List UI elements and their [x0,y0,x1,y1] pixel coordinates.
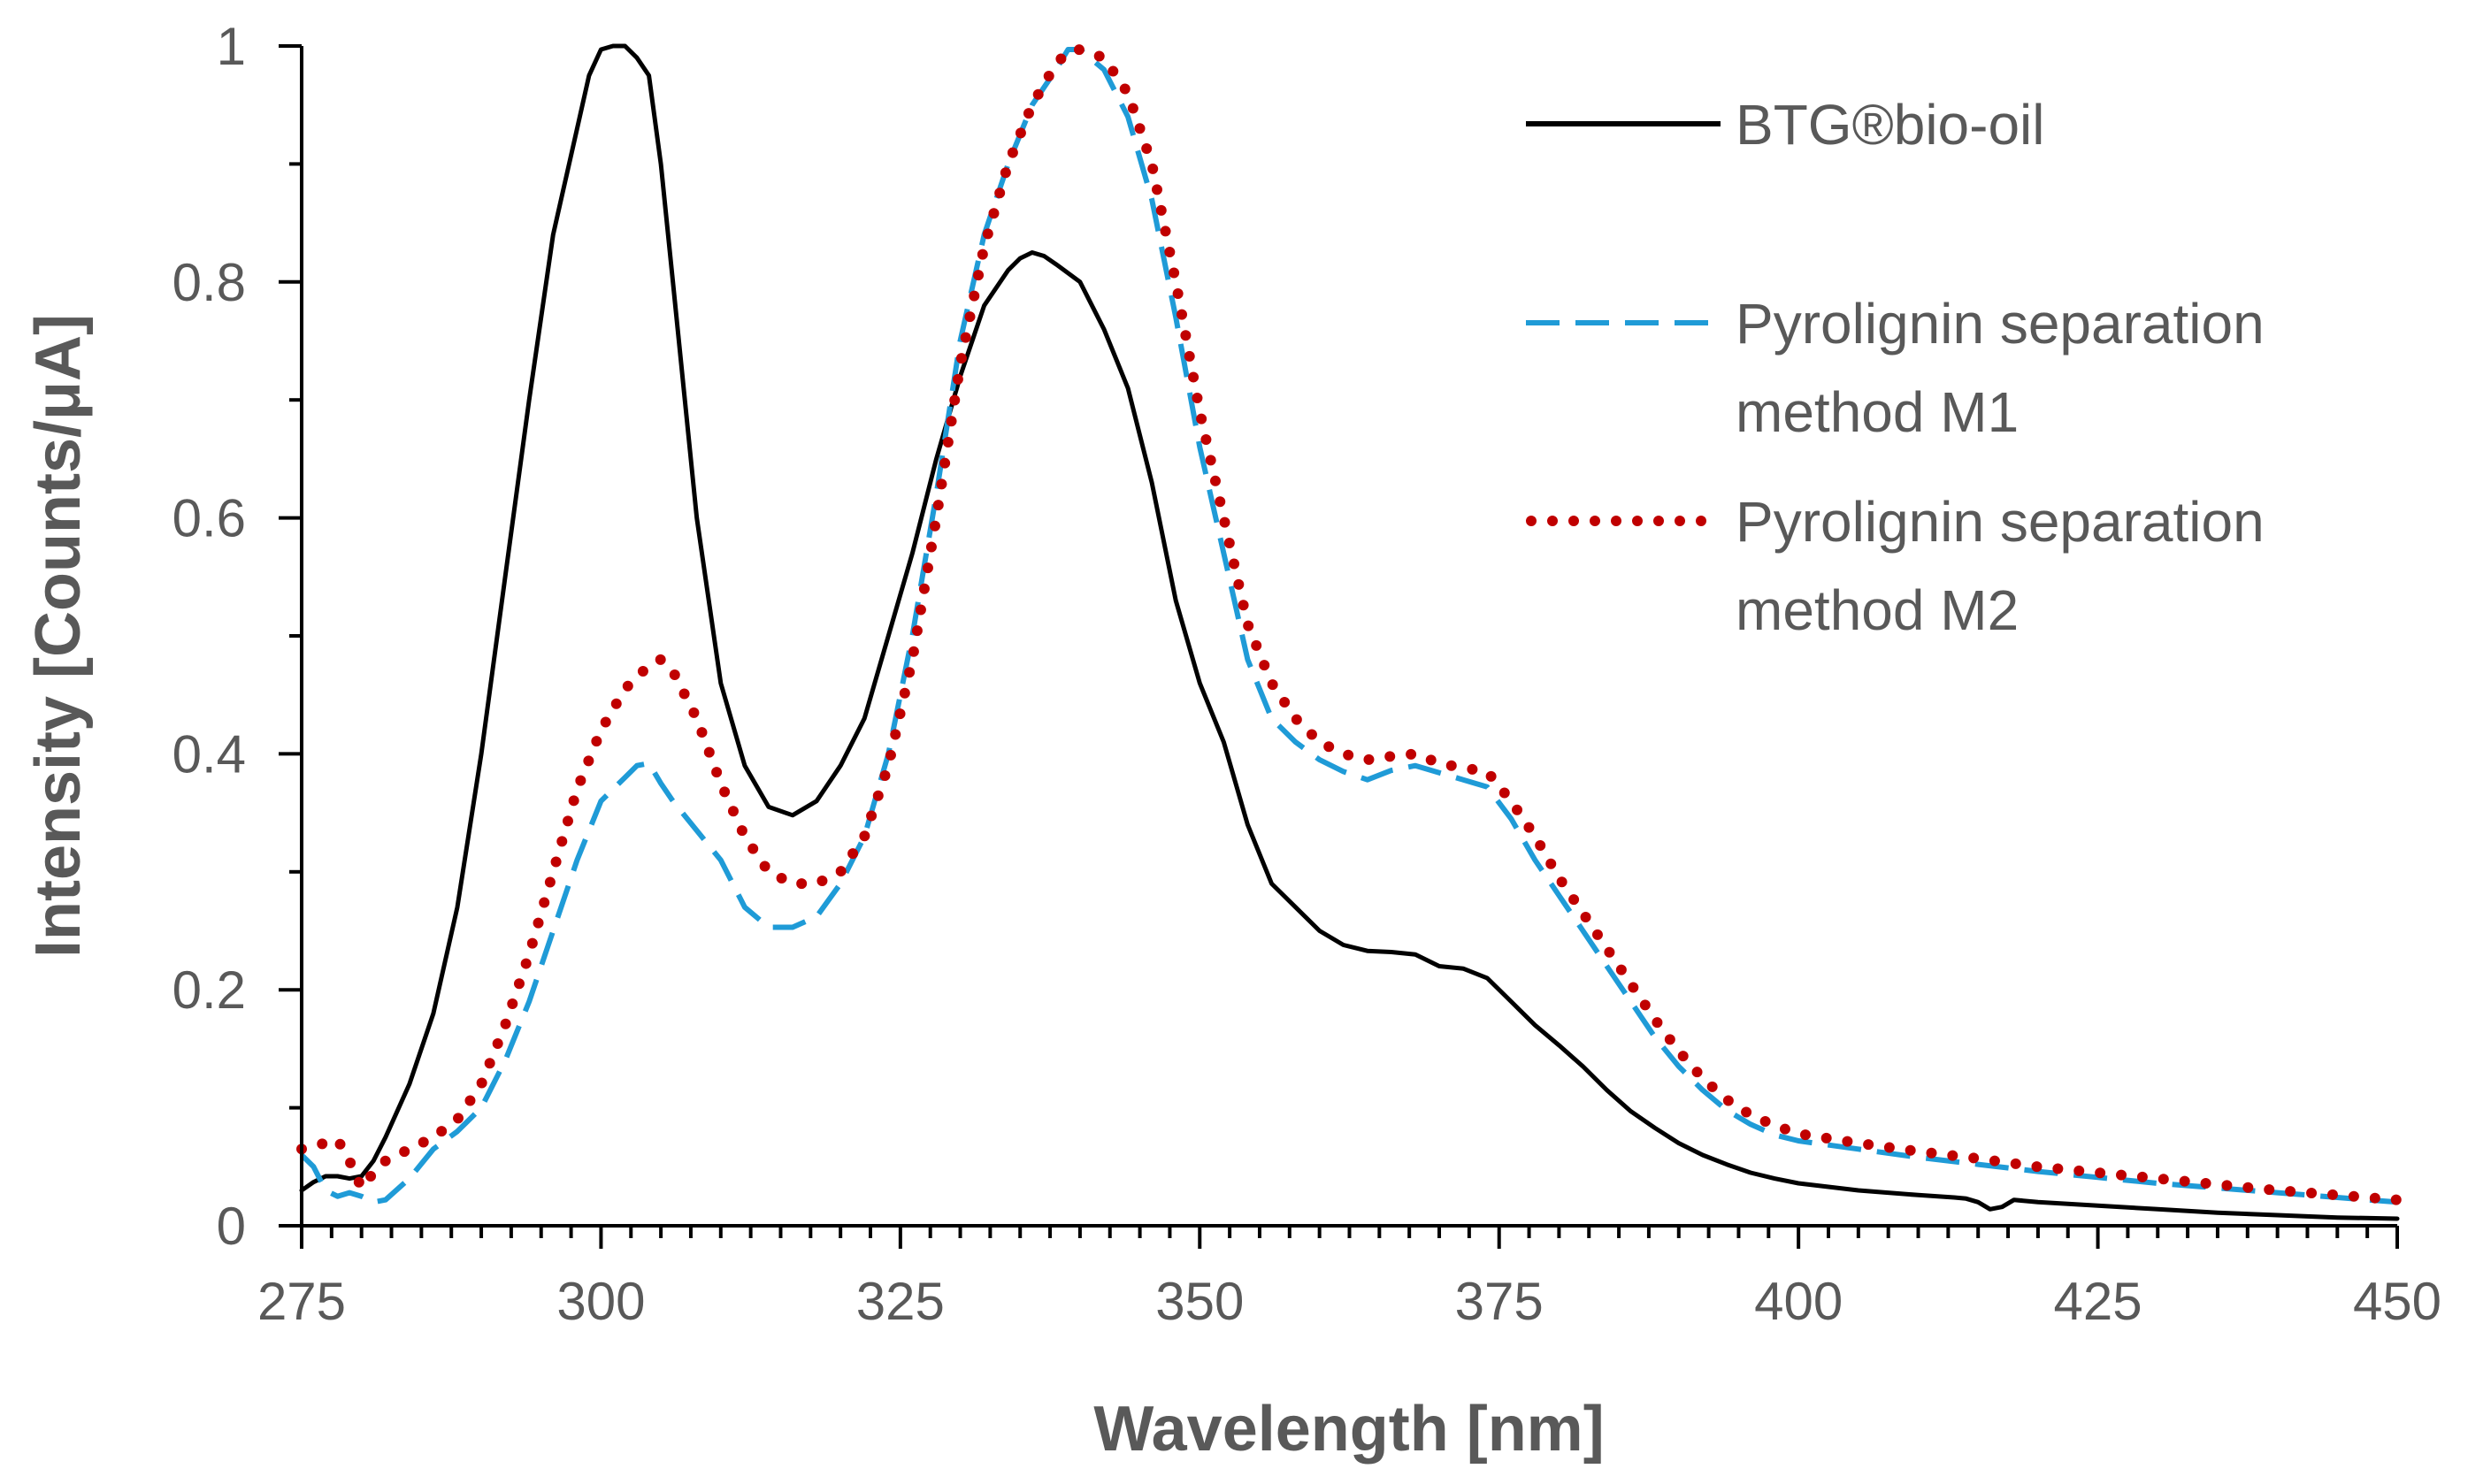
legend-label-pyrolignin-m1-line2: method M1 [1736,380,2019,444]
x-tick-label: 325 [856,1272,945,1331]
x-tick-label: 425 [2054,1272,2142,1331]
y-axis-ticks [279,44,302,1228]
x-axis-title: Wavelength [nm] [1093,1394,1604,1465]
y-tick-label: 0.2 [172,960,246,1020]
legend-label-pyrolignin-m2-line1: Pyrolignin separation [1736,490,2265,554]
x-tick-labels: 275 300 325 350 375 400 425 450 [257,1272,2441,1331]
x-tick-label: 400 [1754,1272,1843,1331]
series-line-btg-bio-oil [299,43,2400,1221]
y-tick-label: 1 [217,17,246,76]
legend-label-btg-bio-oil: BTG®bio-oil [1736,93,2044,157]
series-line-pyrolignin-m1 [299,47,2398,1205]
y-tick-labels: 0 0.2 0.4 0.6 0.8 1 [172,17,246,1256]
x-tick-label: 275 [257,1272,346,1331]
x-tick-label: 300 [556,1272,645,1331]
x-tick-label: 375 [1455,1272,1544,1331]
y-tick-label: 0.8 [172,253,246,312]
y-tick-label: 0.4 [172,724,246,784]
x-tick-label: 350 [1155,1272,1244,1331]
axes [279,44,2399,1249]
x-axis-ticks [300,1226,2399,1249]
legend-label-pyrolignin-m1-line1: Pyrolignin separation [1736,292,2265,356]
y-tick-label: 0 [217,1197,246,1256]
series-line-pyrolignin-m2 [296,43,2403,1205]
y-axis-title: Intensity [Counts/μA] [23,314,94,958]
y-tick-label: 0.6 [172,489,246,548]
series-layer [296,43,2403,1221]
legend-label-pyrolignin-m2-line2: method M2 [1736,578,2019,642]
x-tick-label: 450 [2353,1272,2441,1331]
legend: BTG®bio-oil Pyrolignin separation method… [1526,93,2265,642]
